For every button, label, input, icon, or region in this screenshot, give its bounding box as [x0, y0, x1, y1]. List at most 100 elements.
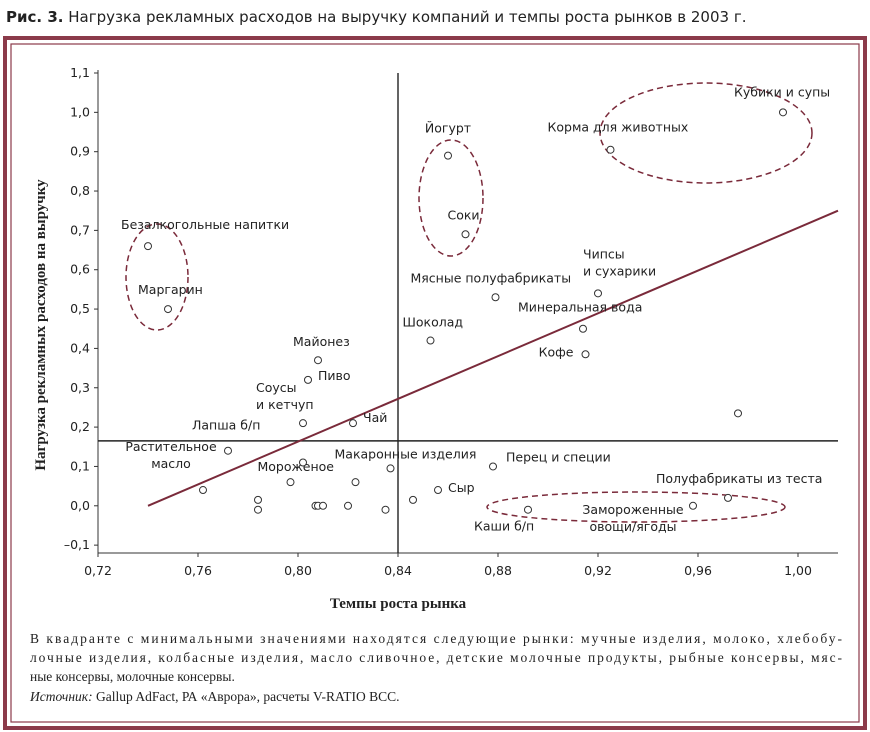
x-tick-label: 0,72	[84, 563, 112, 578]
point	[314, 356, 322, 365]
point	[434, 486, 442, 495]
x-tick-label: 0,92	[584, 563, 612, 578]
note: В квадранте с минимальными значениями на…	[29, 631, 842, 704]
point	[779, 108, 787, 117]
point-label: Безалкогольные напитки	[121, 217, 289, 232]
point	[524, 505, 532, 514]
point-label: Макаронные изделия	[335, 446, 477, 461]
y-tick-label: –0,1	[64, 537, 90, 552]
y-tick-label: 1,0	[70, 104, 90, 119]
point	[304, 375, 312, 384]
point	[144, 242, 152, 251]
point	[254, 495, 262, 504]
frame-inner	[10, 43, 860, 723]
point-label: Соусы	[256, 380, 297, 395]
y-tick-label: 0,8	[70, 183, 90, 198]
point	[689, 501, 697, 510]
source-text: Gallup AdFact, РА «Аврора», расчеты V-RA…	[93, 689, 400, 704]
point	[444, 151, 452, 160]
point	[349, 419, 357, 428]
x-axis-label: Темпы роста рынка	[330, 596, 467, 612]
note-line: лочные изделия, колбасные изделия, масло…	[30, 650, 842, 665]
y-tick-label: 0,7	[70, 222, 90, 237]
y-tick-label: 0,5	[70, 301, 90, 316]
point	[409, 495, 417, 504]
trend-line	[147, 209, 839, 507]
point-label: Минеральная вода	[518, 300, 642, 315]
point	[286, 478, 295, 487]
point-label: Маргарин	[138, 282, 203, 297]
y-tick-label: 0,2	[70, 419, 90, 434]
y-tick-label: 1,1	[70, 65, 90, 80]
point-label: Пиво	[318, 368, 351, 383]
point-label: Сыр	[448, 480, 475, 495]
y-tick-label: 0,4	[70, 340, 90, 355]
group-ellipse	[125, 223, 189, 331]
y-tick-label: 0,0	[70, 498, 90, 513]
x-tick-label: 0,80	[284, 563, 312, 578]
point-label: Чипсы	[583, 246, 625, 261]
point	[606, 145, 615, 154]
x-tick-label: 1,00	[784, 563, 812, 578]
group-ellipse	[599, 82, 813, 184]
point-label: Майонез	[293, 334, 350, 349]
point	[489, 462, 497, 471]
point	[491, 293, 500, 302]
point	[344, 501, 352, 510]
source: Источник: Gallup AdFact, РА «Аврора», ра…	[29, 689, 399, 704]
point-label: Кубики и супы	[734, 84, 830, 99]
point	[164, 305, 172, 314]
point	[581, 350, 590, 359]
chart-title: Нагрузка рекламных расходов на выручку к…	[68, 8, 746, 26]
frame	[3, 36, 867, 730]
point-label: Лапша б/п	[192, 418, 260, 433]
point-label: Шоколад	[403, 315, 464, 330]
caption: Рис. 3. Нагрузка рекламных расходов на в…	[6, 8, 746, 26]
x-tick-label: 0,96	[684, 563, 712, 578]
x-tick-label: 0,84	[384, 563, 412, 578]
note-line: В квадранте с минимальными значениями на…	[30, 631, 842, 646]
note-line: ные консервы, молочные консервы.	[30, 669, 235, 684]
point	[579, 324, 587, 333]
y-tick-label: 0,1	[70, 458, 90, 473]
x-tick-label: 0,88	[484, 563, 512, 578]
point-label: Полуфабрикаты из теста	[656, 471, 822, 486]
point-label: масло	[151, 456, 191, 471]
x-tick-label: 0,76	[184, 563, 212, 578]
point	[254, 505, 262, 514]
point	[299, 458, 307, 467]
point	[461, 230, 470, 239]
point	[734, 409, 742, 418]
point-label: Кофе	[539, 344, 574, 359]
point-label: Мороженое	[258, 459, 335, 474]
y-axis-label: Нагрузка рекламных расходов на выручку	[33, 179, 49, 471]
point	[381, 505, 390, 514]
point	[199, 486, 207, 495]
y-tick-label: 0,9	[70, 144, 90, 159]
point	[724, 493, 732, 502]
y-tick-label: 0,6	[70, 262, 90, 277]
point-label: Чай	[363, 410, 387, 425]
group-ellipse	[418, 139, 484, 257]
point	[299, 419, 307, 428]
point	[426, 336, 435, 345]
point-label: Растительное	[125, 439, 217, 454]
point	[594, 289, 602, 298]
y-tick-label: 0,3	[70, 380, 90, 395]
point-label: Соки	[447, 207, 479, 222]
point-label: Замороженные	[582, 502, 683, 517]
point	[386, 464, 395, 473]
point	[351, 478, 360, 487]
point-label: овощи/ягоды	[589, 519, 676, 534]
group-ellipse	[486, 491, 786, 523]
point	[224, 446, 232, 455]
point-label: и сухарики	[583, 263, 656, 278]
point-label: и кетчуп	[256, 397, 314, 412]
figure-label: Рис. 3.	[6, 8, 63, 26]
point-label: Корма для животных	[548, 120, 689, 135]
point-label: Перец и специи	[506, 449, 611, 464]
point	[319, 501, 327, 510]
point-label: Йогурт	[425, 121, 471, 136]
point-label: Каши б/п	[474, 519, 534, 534]
